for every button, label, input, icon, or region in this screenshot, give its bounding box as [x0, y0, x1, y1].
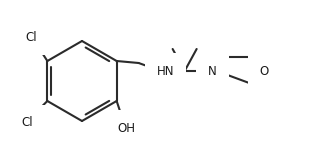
Text: O: O [259, 65, 269, 77]
Text: HN: HN [156, 65, 174, 77]
Text: OH: OH [118, 122, 136, 134]
Text: Cl: Cl [25, 30, 37, 43]
Text: Cl: Cl [22, 117, 33, 129]
Text: N: N [208, 65, 217, 77]
